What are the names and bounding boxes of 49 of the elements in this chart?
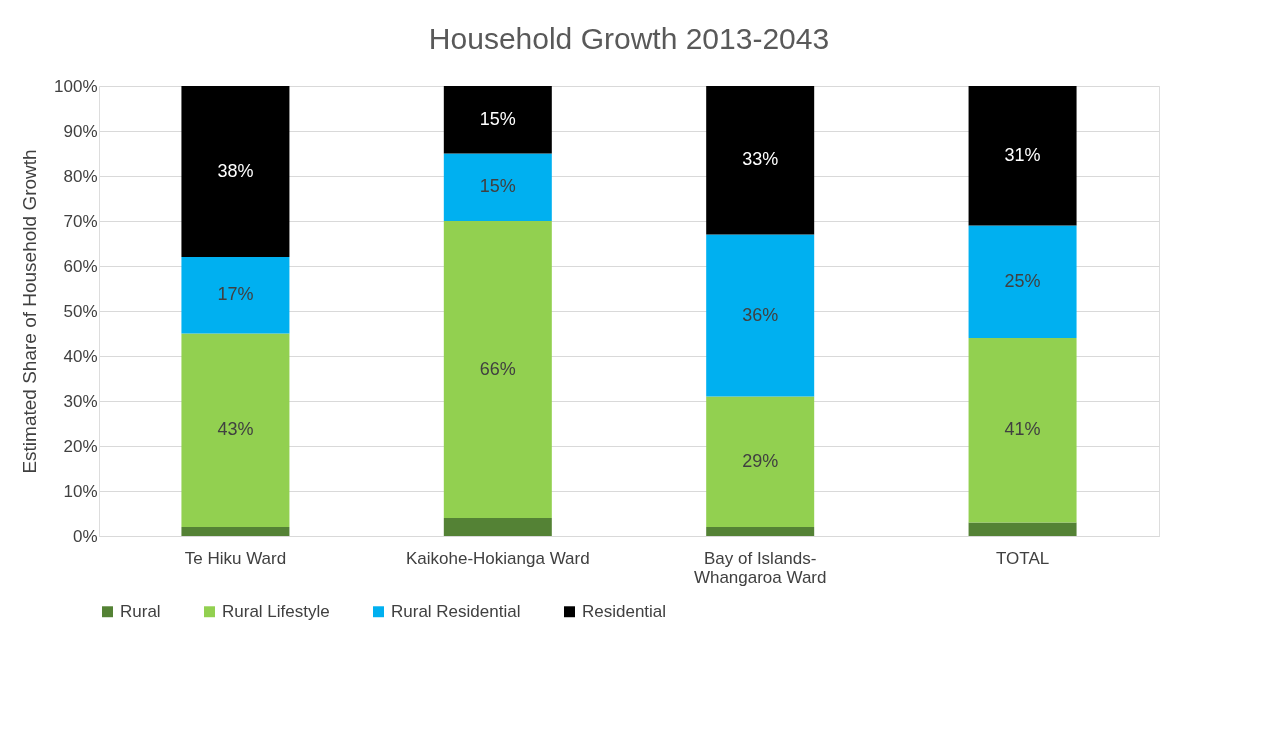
y-tick-label: 50% (63, 301, 98, 321)
bar (181, 86, 290, 257)
y-tick-label: 0% (72, 526, 98, 546)
y-tick-label: 10% (63, 481, 98, 501)
data-label: 66% (479, 358, 516, 379)
x-tick-label: Kaikohe-Hokianga Ward (405, 548, 590, 568)
data-label: 25% (1004, 270, 1041, 291)
data-label: 41% (1004, 419, 1041, 440)
data-label: 15% (479, 176, 516, 197)
y-tick-label: 60% (63, 256, 98, 276)
chart-title: Household Growth 2013-2043 (428, 22, 830, 55)
y-tick-label: 70% (63, 211, 98, 231)
y-tick-label: 30% (63, 391, 98, 411)
bar (443, 221, 552, 518)
y-tick-label: 40% (63, 346, 98, 366)
x-tick-label: Te Hiku Ward (184, 548, 287, 568)
data-label: 15% (479, 108, 516, 129)
bar (968, 338, 1077, 523)
bar (181, 333, 290, 527)
bar (706, 234, 815, 397)
y-tick-label: 80% (63, 166, 98, 186)
y-axis-title: Estimated Share of Household Growth (19, 149, 41, 474)
bar (181, 527, 290, 536)
y-tick-label: 100% (54, 76, 98, 96)
legend-label: Rural (120, 601, 161, 621)
y-tick-label: 90% (63, 121, 98, 141)
data-label: 17% (217, 284, 254, 305)
x-tick-label: TOTAL (995, 548, 1050, 568)
legend-label: Rural Residential (391, 601, 521, 621)
bar (706, 86, 815, 235)
data-label: 33% (742, 149, 779, 170)
y-tick-label: 20% (63, 436, 98, 456)
bar (968, 522, 1077, 536)
data-label: 38% (217, 160, 254, 181)
bar (181, 257, 290, 334)
data-label: 31% (1004, 144, 1041, 165)
bar (443, 86, 552, 154)
bar (706, 527, 815, 536)
data-label: 43% (217, 419, 254, 440)
bar (443, 153, 552, 221)
x-tick-label: Bay of Islands-Whangaroa Ward (693, 548, 827, 587)
bar (706, 396, 815, 527)
legend-label: Rural Lifestyle (222, 601, 330, 621)
data-label: 36% (742, 304, 779, 325)
legend-label: Residential (582, 601, 667, 621)
bar (443, 518, 552, 536)
bar (968, 225, 1077, 338)
data-label: 29% (742, 450, 779, 471)
bar (968, 86, 1077, 226)
